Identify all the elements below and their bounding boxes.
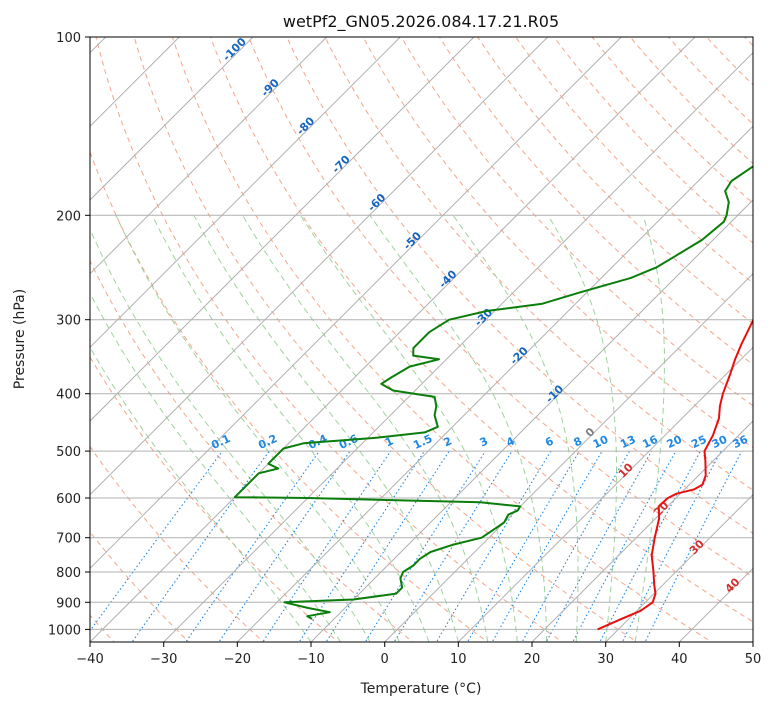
mixing-ratio-label: 30 [710,433,730,451]
isotherm-gridline [457,346,753,642]
isotherm-gridline [90,37,328,275]
mixing-ratio-line [599,450,701,642]
moist-adiabat [90,346,312,642]
x-tick-label: 20 [524,652,541,667]
dry-adiabat [286,37,753,534]
mixing-ratio-label: 10 [591,433,611,451]
y-tick-label: 800 [56,566,81,581]
x-axis: −40 −30 −20 −10 0 10 20 30 40 50 [76,642,761,667]
x-tick-label: −30 [150,652,177,667]
mixing-ratio-line [90,450,223,632]
x-tick-label: 10 [450,652,467,667]
mixing-ratio-line [466,450,580,642]
chart-title: wetPf2_GN05.2026.084.17.21.R05 [283,12,559,32]
isotherm-gridline [310,199,753,642]
mixing-ratio-line [298,450,425,642]
mixing-ratio-line [218,450,351,642]
mixing-ratio-line [185,450,320,642]
x-tick-label: 50 [745,652,762,667]
x-tick-label: 40 [671,652,688,667]
y-tick-label: 600 [56,492,81,507]
x-tick-label: −20 [224,652,251,667]
dry-adiabat [248,37,753,578]
isotherm-gridline [605,493,753,642]
mixing-ratio-label: 13 [618,433,637,451]
isotherm-gridline [163,51,753,642]
x-tick-label: −40 [76,652,103,667]
y-tick-label: 400 [56,388,81,403]
isotherm-gridline [90,37,549,496]
mixing-ratio-labels: 0.1 0.2 0.4 0.6 1 1.5 2 3 4 6 8 10 13 16 20 25 30 36 [209,432,750,452]
mixing-ratio-label: 25 [689,433,708,451]
mixing-ratio-line [325,450,450,642]
moist-adiabat [115,215,400,642]
mixing-ratio-line [621,450,722,642]
isotherm-gridline [90,37,475,422]
y-tick-label: 700 [56,532,81,547]
moist-adiabat [369,215,548,642]
plot-frame [89,36,754,643]
moist-adiabat [547,215,617,642]
moist-adiabat [193,215,459,642]
moist-adiabat [90,291,341,642]
dry-adiabat [209,37,753,623]
isotherm-gridline [90,37,622,570]
mixing-ratio-label: 16 [640,433,660,451]
x-tick-label: −10 [297,652,324,667]
isotherm-gridline [90,37,696,642]
x-tick-label: 30 [597,652,614,667]
dewpoint-profile [233,165,753,620]
mixing-ratio-label: 20 [665,433,685,451]
moist-adiabat [452,215,579,642]
x-tick-label: 0 [381,652,389,667]
profile-lines [233,165,753,631]
isotherm-gridline [531,420,753,642]
y-tick-label: 500 [56,445,81,460]
isotherm-gridline [90,37,401,349]
temperature-profile [597,317,753,631]
moist-adiabat [151,215,430,642]
mixing-ratio-line [393,450,513,642]
background-lines [90,37,753,642]
y-tick-label: 100 [56,31,81,46]
isotherm-gridline [90,37,254,201]
mixing-ratio-line [572,450,677,642]
isotherm-gridline [236,125,753,642]
y-tick-label: 200 [56,209,81,224]
mixing-ratio-label: 36 [731,433,751,451]
mixing-ratio-line [131,450,270,642]
dry-adiabat [324,37,753,491]
x-axis-title: Temperature (°C) [360,681,482,697]
dry-adiabat [90,150,489,642]
y-axis-title: Pressure (hPa) [12,289,28,389]
y-tick-label: 900 [56,596,81,611]
y-tick-label: 300 [56,314,81,329]
moist-adiabat [634,215,666,642]
isotherm-gridline [384,272,753,642]
dry-adiabat [400,37,753,407]
y-axis: 1000 900 800 700 600 500 400 300 200 100 [48,31,90,638]
dry-adiabat [171,37,713,642]
mixing-ratio-line [262,450,392,642]
y-tick-label: 1000 [48,623,81,638]
